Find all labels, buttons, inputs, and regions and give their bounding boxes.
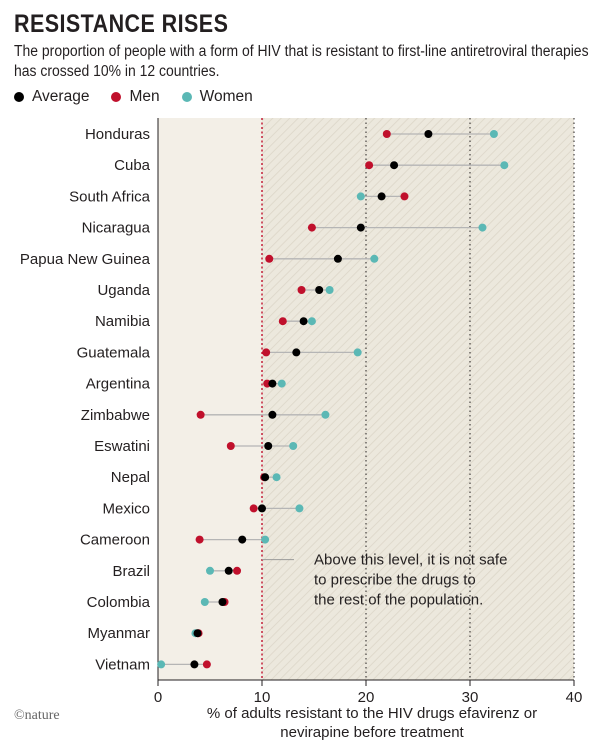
below-threshold-area [158, 118, 262, 680]
women-point [356, 192, 365, 201]
average-point [264, 442, 273, 450]
average-point [190, 660, 199, 669]
men-point [262, 348, 271, 357]
women-point [157, 660, 166, 669]
country-label: South Africa [69, 188, 151, 205]
women-point [307, 317, 316, 326]
women-point [295, 504, 304, 513]
women-point [489, 130, 498, 138]
men-point [265, 254, 274, 263]
average-point [315, 286, 324, 294]
country-label: Cuba [114, 157, 151, 174]
average-point [193, 629, 202, 638]
men-point [249, 504, 258, 513]
men-point [278, 317, 287, 326]
average-point [224, 566, 233, 575]
country-label: Brazil [112, 563, 150, 580]
men-point [365, 161, 374, 170]
country-label: Mexico [102, 500, 150, 517]
legend: Average Men Women [14, 88, 253, 106]
above-threshold-area [262, 118, 574, 680]
annotation-text: Above this level, it is not safe [314, 552, 507, 569]
average-point [333, 254, 342, 263]
x-axis-label: % of adults resistant to the HIV drugs e… [207, 705, 537, 722]
x-tick-label: 10 [254, 689, 271, 706]
country-label: Uganda [97, 282, 150, 299]
men-point [196, 410, 205, 419]
legend-item-women: Women [181, 88, 253, 106]
country-label: Nicaragua [82, 220, 151, 237]
average-point [268, 410, 277, 419]
women-point [206, 566, 214, 575]
men-point [307, 223, 316, 232]
women-point [325, 286, 334, 294]
legend-item-average: Average [14, 88, 89, 106]
legend-item-men: Men [111, 88, 160, 106]
country-label: Namibia [95, 313, 151, 330]
men-point [297, 286, 306, 294]
legend-label-women: Women [199, 88, 253, 105]
women-point [272, 473, 281, 482]
country-label: Zimbabwe [81, 407, 150, 424]
country-label: Honduras [85, 126, 150, 143]
legend-label-men: Men [129, 88, 160, 105]
legend-swatch-average [14, 92, 24, 102]
country-label: Nepal [111, 469, 150, 486]
women-point [200, 598, 209, 606]
women-point [321, 410, 330, 419]
women-point [277, 379, 286, 388]
nature-credit: ©nature [14, 708, 60, 723]
country-label: Myanmar [87, 625, 150, 642]
men-point [382, 130, 391, 138]
women-point [478, 223, 487, 232]
x-axis-label: nevirapine before treatment [280, 724, 464, 741]
country-label: Colombia [87, 594, 151, 611]
average-point [258, 504, 266, 513]
average-point [238, 535, 247, 544]
average-point [390, 161, 399, 170]
women-point [261, 535, 270, 544]
average-point [261, 473, 270, 482]
country-label: Guatemala [77, 344, 151, 361]
x-tick-label: 30 [462, 689, 479, 706]
women-point [289, 442, 298, 450]
average-point [356, 223, 365, 232]
x-tick-label: 0 [154, 689, 162, 706]
women-point [500, 161, 509, 170]
country-label: Papua New Guinea [20, 251, 151, 268]
x-tick-label: 40 [566, 689, 583, 706]
legend-label-average: Average [32, 88, 90, 105]
average-point [299, 317, 308, 326]
average-point [268, 379, 277, 388]
men-point [202, 660, 211, 669]
average-point [377, 192, 386, 201]
men-point [233, 566, 242, 575]
men-point [400, 192, 409, 201]
country-label: Vietnam [95, 656, 150, 673]
country-label: Argentina [86, 376, 151, 393]
legend-swatch-women [181, 92, 192, 102]
women-point [370, 254, 379, 263]
average-point [292, 348, 301, 357]
chart-subtitle: The proportion of people with a form of … [14, 43, 589, 80]
chart-title: RESISTANCE RISES [14, 10, 229, 38]
average-point [218, 598, 227, 606]
country-label: Eswatini [94, 438, 150, 455]
legend-swatch-men [111, 92, 122, 102]
men-point [226, 442, 235, 450]
women-point [353, 348, 362, 357]
annotation-text: to prescribe the drugs to [314, 572, 476, 589]
annotation-text: the rest of the population. [314, 592, 483, 609]
x-tick-label: 20 [358, 689, 375, 706]
men-point [195, 535, 204, 544]
country-label: Cameroon [80, 532, 150, 549]
average-point [424, 130, 433, 138]
